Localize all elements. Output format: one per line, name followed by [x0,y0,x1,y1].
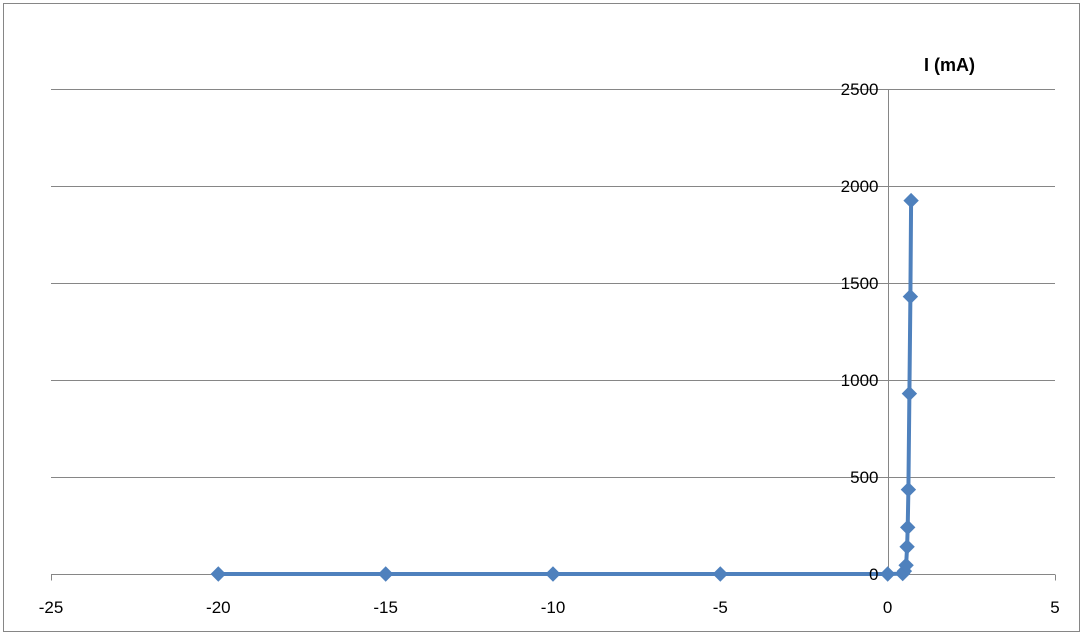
data-point-marker [902,288,919,305]
y-tick-label: 2500 [841,80,879,99]
series-line [210,192,919,582]
data-point-marker [899,539,915,555]
y-tick-label: 2000 [841,177,879,196]
x-tick-label: -15 [373,598,398,617]
y-tick-label: 500 [850,468,878,487]
x-tick-label: -25 [39,598,64,617]
data-point-marker [898,557,914,574]
data-point-marker [901,385,918,402]
data-point-marker [900,481,917,498]
y-tick-label: 1500 [841,274,879,293]
data-point-marker [903,192,919,209]
tick-labels: -25 -20 -15 -10 -5 0 5 0 500 1000 1500 2000 2500 [39,80,1060,617]
data-point-marker [210,566,227,582]
x-tick-label: -20 [206,598,231,617]
data-point-marker [712,566,729,582]
x-tick-label: 5 [1050,598,1059,617]
y-tick-label: 0 [869,565,878,584]
data-point-marker [377,566,394,582]
data-point-marker [879,566,896,582]
x-tick-label: -10 [541,598,566,617]
data-point-marker [545,566,561,582]
y-tick-label: 1000 [841,371,879,390]
axes [51,89,1056,581]
y-axis-title: I (mA) [924,55,975,75]
series-line-path [216,198,914,576]
data-point-marker [899,519,916,536]
gridlines [51,89,1055,478]
x-tick-label: 0 [883,598,892,617]
x-tick-label: -5 [713,598,728,617]
